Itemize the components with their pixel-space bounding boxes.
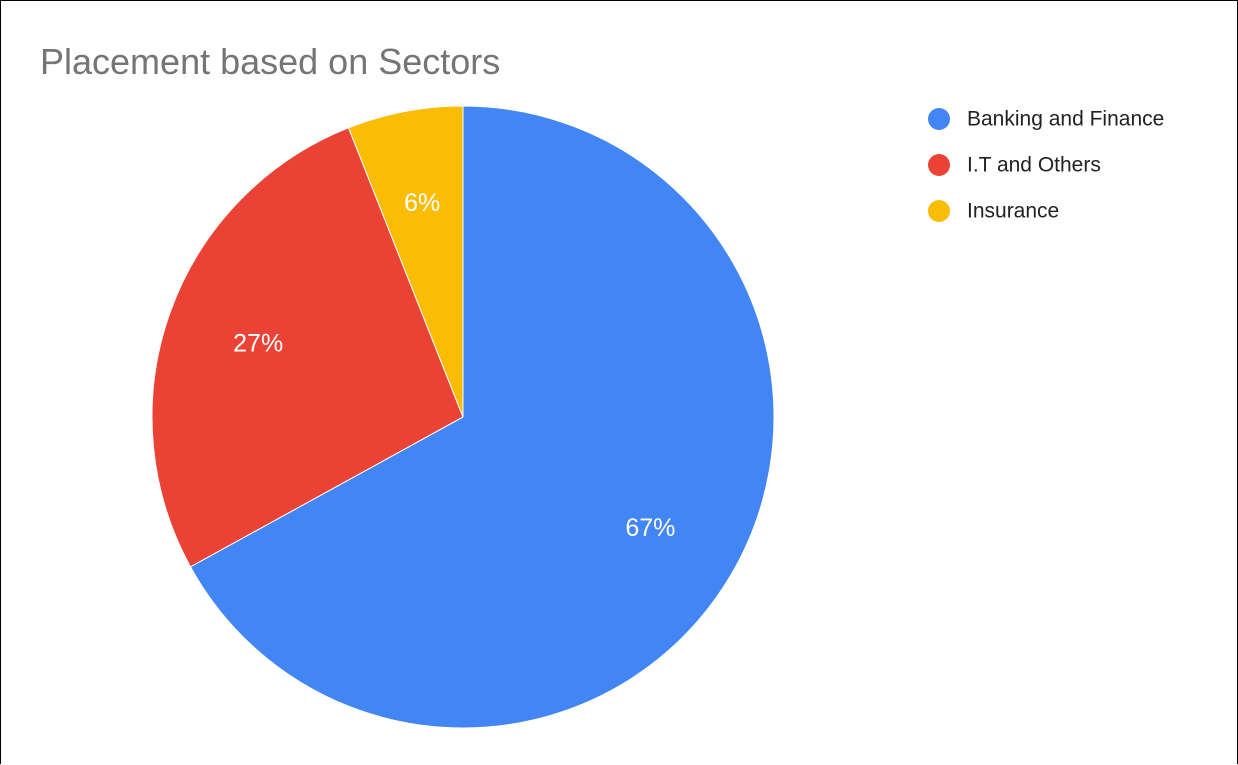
pie-slice-banking-and-finance xyxy=(189,105,775,729)
legend-marker xyxy=(928,108,950,130)
pie-slice-labels: 67% 27% 6% xyxy=(233,189,675,542)
legend-item-banking-and-finance: Banking and Finance xyxy=(928,108,1164,131)
chart-title: Placement based on Sectors xyxy=(40,41,500,82)
pie-slices xyxy=(151,105,775,729)
slice-label-i-t-and-others: 27% xyxy=(233,329,283,357)
legend-label: Banking and Finance xyxy=(967,108,1164,131)
legend-marker xyxy=(928,200,950,222)
legend-item-insurance: Insurance xyxy=(928,200,1059,223)
legend-item-i-t-and-others: I.T and Others xyxy=(928,154,1101,177)
slice-label-banking-and-finance: 67% xyxy=(625,514,675,542)
legend: Banking and Finance I.T and Others Insuran… xyxy=(928,108,1164,223)
slice-label-insurance: 6% xyxy=(404,189,440,217)
legend-label: I.T and Others xyxy=(967,154,1101,177)
legend-marker xyxy=(928,154,950,176)
legend-label: Insurance xyxy=(967,200,1059,223)
pie-slice-i-t-and-others xyxy=(151,127,464,568)
pie-slice-insurance xyxy=(347,105,464,418)
